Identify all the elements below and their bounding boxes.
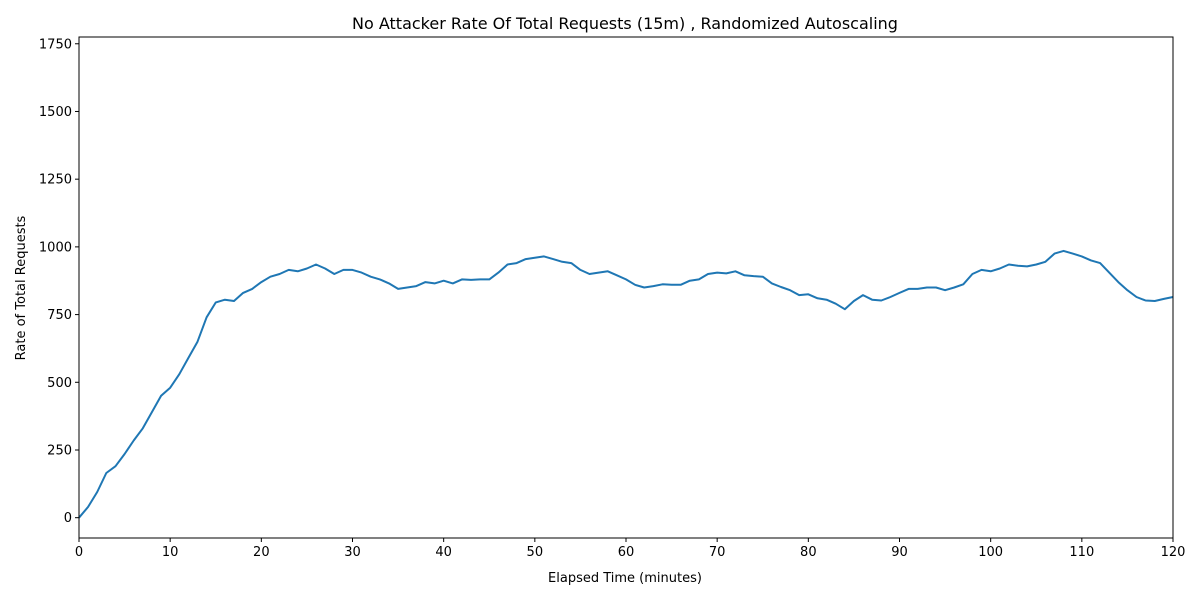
y-axis: 0 250 500 750 1000 1250 1500 1750 [39,37,79,526]
x-axis-label: Elapsed Time (minutes) [548,571,702,586]
x-tick-label: 50 [527,545,544,560]
y-axis-label: Rate of Total Requests [14,215,29,360]
chart-title: No Attacker Rate Of Total Requests (15m)… [352,14,898,33]
x-tick-label: 70 [709,545,726,560]
y-tick-label: 1500 [39,105,72,120]
x-tick-label: 0 [75,545,83,560]
y-tick-label: 500 [47,376,72,391]
x-tick-label: 30 [344,545,361,560]
series-layer [78,249,1174,519]
y-tick-label: 250 [47,443,72,458]
y-tick-label: 750 [47,308,72,323]
x-tick-label: 120 [1161,545,1186,560]
x-tick-label: 110 [1069,545,1094,560]
x-axis: 0 10 20 30 40 50 60 70 80 90 100 110 120 [75,538,1186,560]
x-tick-label: 90 [891,545,908,560]
x-tick-label: 60 [618,545,635,560]
x-tick-label: 10 [162,545,179,560]
x-tick-label: 20 [253,545,270,560]
y-tick-label: 0 [64,511,72,526]
x-tick-label: 100 [978,545,1003,560]
x-tick-label: 40 [435,545,452,560]
series-line [78,249,1174,519]
plot-background [79,37,1173,538]
plot-area [78,36,1174,539]
y-tick-label: 1750 [39,37,72,52]
y-tick-label: 1000 [39,240,72,255]
y-tick-label: 1250 [39,173,72,188]
x-tick-label: 80 [800,545,817,560]
